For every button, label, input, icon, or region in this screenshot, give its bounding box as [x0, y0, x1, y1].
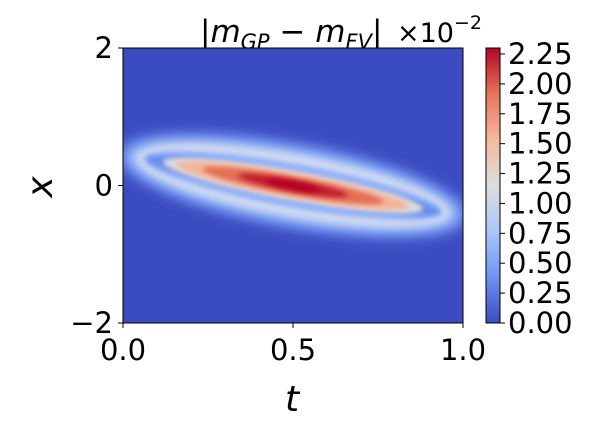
y-axis-label: x	[20, 176, 61, 199]
colorbar-tick-label: 1.25	[508, 157, 573, 191]
y-axis: −2 0 2	[70, 31, 123, 340]
error-band	[123, 131, 463, 240]
title-minus: −	[270, 14, 316, 50]
colorbar-tick-label: 1.75	[508, 97, 573, 131]
offset-text: ×10−2	[397, 12, 482, 49]
title-m2: m	[315, 14, 345, 50]
band-peak	[265, 179, 321, 192]
y-tick-label: 0	[95, 169, 113, 203]
colorbar-tick-label: 1.50	[508, 127, 573, 161]
offset-exponent: −2	[454, 12, 482, 34]
x-axis-label: t	[285, 379, 301, 420]
x-tick-label: 0.0	[100, 333, 146, 367]
offset-base: ×10	[397, 18, 454, 49]
colorbar-tick-label: 2.00	[508, 67, 573, 101]
heatmap-field	[123, 48, 463, 323]
colorbar-tick-label: 1.00	[508, 186, 573, 220]
colorbar-tick-label: 0.75	[508, 216, 573, 250]
colorbar-tick-label: 2.25	[508, 37, 573, 71]
y-tick-label: −2	[70, 306, 113, 340]
y-tick-label: 2	[95, 31, 113, 65]
x-tick-label: 1.0	[440, 333, 486, 367]
title-abs-open: |	[200, 14, 210, 50]
title-abs-close: |	[372, 14, 382, 50]
title-m1: m	[210, 14, 240, 50]
colorbar-tick-label: 0.50	[508, 246, 573, 280]
colorbar-tick-label: 0.00	[508, 306, 573, 340]
colorbar	[485, 47, 501, 324]
colorbar-ticks: 0.000.250.500.751.001.251.501.752.002.25	[500, 37, 573, 340]
colorbar-tick-label: 0.25	[508, 276, 573, 310]
x-axis: 0.0 0.5 1.0	[100, 323, 486, 367]
x-tick-label: 0.5	[270, 333, 316, 367]
